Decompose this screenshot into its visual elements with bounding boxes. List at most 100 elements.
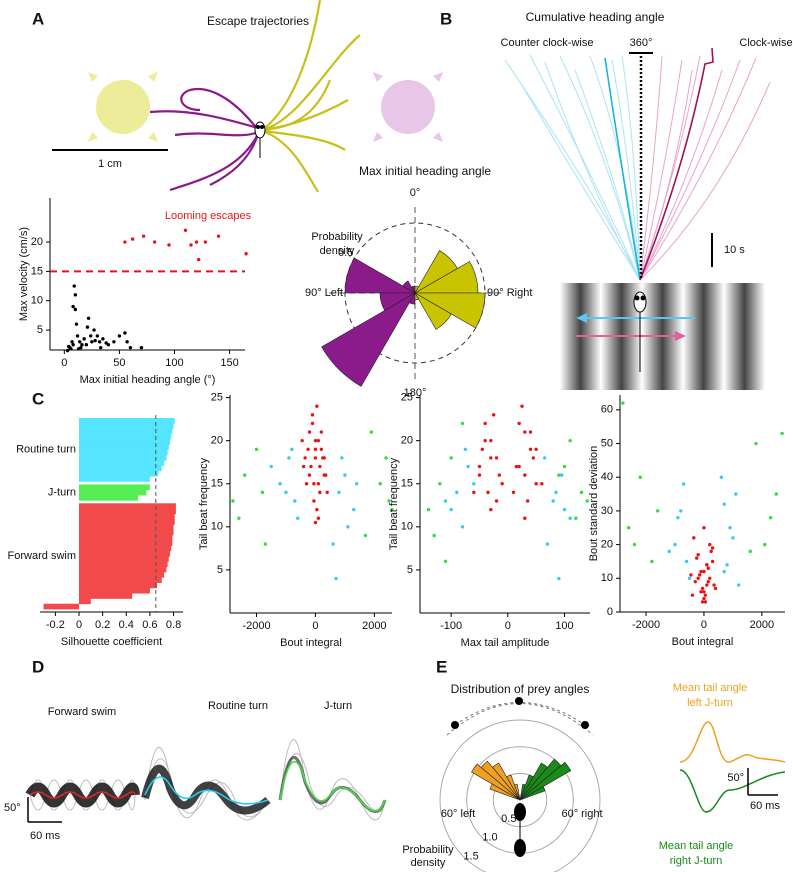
- point: [780, 431, 784, 436]
- point: [313, 447, 318, 451]
- y-axis-label: Bout standard deviation: [588, 446, 600, 562]
- point: [449, 507, 453, 512]
- point: [748, 549, 752, 554]
- point: [568, 438, 572, 443]
- wedge: [321, 292, 416, 387]
- silhouette-bar: [79, 535, 173, 541]
- point: [695, 556, 699, 560]
- wedge: [414, 292, 452, 330]
- silhouette-bar: [79, 476, 150, 482]
- x-tick-label: 0: [505, 620, 511, 632]
- point: [710, 559, 715, 564]
- point: [754, 441, 758, 446]
- point: [722, 569, 726, 574]
- silhouette-bar: [79, 566, 167, 573]
- point: [75, 334, 80, 338]
- x-tick-label: 2000: [750, 619, 774, 631]
- y-tick-label: 15: [211, 478, 223, 490]
- silhouette-bar: [79, 503, 176, 509]
- wedge: [471, 763, 521, 801]
- trace-label: left J-turn: [687, 697, 733, 709]
- point: [254, 447, 259, 451]
- point: [559, 473, 564, 477]
- point: [466, 464, 470, 469]
- x-tick-label: 0.4: [119, 619, 134, 631]
- point: [542, 456, 547, 460]
- point: [319, 447, 324, 451]
- angle-bar-label: 50°: [4, 802, 21, 814]
- wedge: [414, 291, 419, 301]
- silhouette-bar: [79, 513, 175, 520]
- point: [303, 456, 307, 460]
- silhouette-bar: [79, 508, 176, 515]
- x-tick-label: 0.8: [166, 619, 181, 631]
- point: [313, 438, 318, 443]
- point: [97, 340, 102, 344]
- wedge: [506, 774, 521, 801]
- point: [562, 507, 567, 512]
- y-tick-label: 10: [31, 295, 43, 307]
- point: [514, 464, 519, 469]
- x-axis-label: Bout integral: [280, 637, 342, 649]
- x-tick-label: -2000: [242, 620, 270, 632]
- point: [655, 509, 660, 513]
- point: [89, 334, 93, 338]
- point: [216, 234, 221, 238]
- point: [85, 325, 90, 329]
- point: [734, 492, 738, 496]
- y-tick-label: 15: [401, 478, 413, 490]
- point: [123, 240, 127, 244]
- point: [494, 456, 499, 460]
- point: [702, 526, 706, 530]
- point: [197, 257, 201, 262]
- y-tick-label: 20: [31, 236, 43, 248]
- point: [638, 475, 642, 479]
- point: [237, 516, 241, 520]
- point: [183, 228, 188, 232]
- y-tick-label: 50: [601, 437, 613, 449]
- point: [525, 499, 530, 503]
- point: [679, 509, 683, 513]
- point: [244, 252, 248, 256]
- x-tick-label: 0: [701, 619, 707, 631]
- point: [426, 507, 431, 512]
- point: [477, 473, 482, 477]
- point: [72, 284, 76, 288]
- point: [568, 516, 572, 520]
- cluster-label: J-turn: [48, 486, 76, 498]
- silhouette-bar: [79, 433, 172, 440]
- point: [731, 536, 735, 540]
- point: [78, 340, 82, 344]
- point: [315, 404, 319, 408]
- point: [719, 475, 724, 479]
- point: [489, 507, 493, 512]
- point: [71, 304, 75, 309]
- x-tick-label: 0: [61, 357, 67, 369]
- point: [76, 347, 81, 351]
- point: [301, 464, 306, 469]
- silhouette-bar: [79, 418, 175, 424]
- point: [443, 499, 448, 503]
- point: [710, 546, 715, 550]
- point: [491, 413, 496, 417]
- point: [702, 569, 706, 574]
- point: [626, 526, 631, 530]
- time-bar-label: 10 s: [724, 244, 745, 256]
- point: [318, 490, 322, 495]
- point: [528, 430, 533, 434]
- wedge: [344, 257, 417, 294]
- angle-bar-label: 50°: [727, 772, 744, 784]
- panel-title: Cumulative heading angle: [526, 10, 665, 24]
- point: [300, 438, 304, 443]
- direction-label: Counter clock-wise: [501, 37, 594, 49]
- trace-title: Routine turn: [208, 700, 268, 712]
- radial-tick-label: 1.0: [482, 832, 497, 844]
- point: [523, 516, 527, 520]
- cluster-label: Forward swim: [8, 550, 76, 562]
- point: [93, 338, 97, 343]
- x-tick-label: 2000: [362, 620, 386, 632]
- point: [310, 421, 315, 426]
- silhouette-bar: [79, 572, 165, 578]
- radial-tick-label: 1.5: [463, 850, 478, 862]
- x-tick-label: -2000: [632, 619, 660, 631]
